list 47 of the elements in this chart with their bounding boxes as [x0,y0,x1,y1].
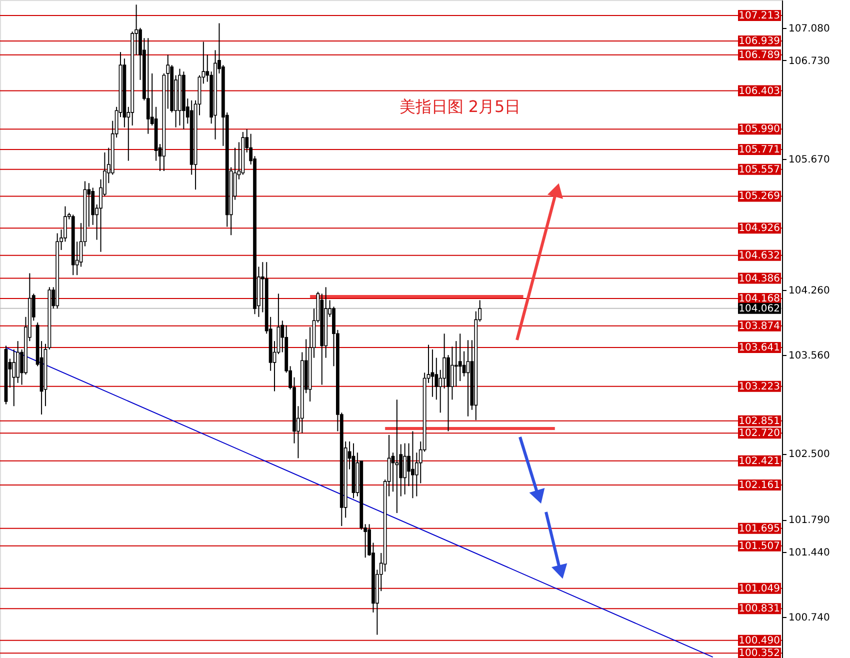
ref-line-label: 102.161 [738,480,780,492]
ref-line-label: 101.695 [738,523,780,534]
ref-line-label: 103.874 [738,320,780,332]
ref-line-label: 103.223 [738,381,780,392]
ref-line-label: 106.939 [738,36,780,47]
y-tick-label: 103.560 [788,350,830,362]
y-tick-label: 107.080 [788,23,830,34]
candlestick [403,442,407,495]
y-tick-label: 100.740 [788,612,830,624]
y-tick-label: 106.730 [788,56,830,67]
candlestick [454,340,458,388]
ref-line-label: 104.168 [738,294,780,305]
candlestick [91,187,95,226]
y-tick-label: 101.790 [788,515,830,526]
ref-line-label: 105.269 [738,191,780,202]
ref-line-label: 105.557 [738,164,780,176]
candlestick [146,38,150,134]
candlestick [12,348,16,407]
candlestick [395,399,399,514]
ref-line-label: 101.507 [738,540,780,552]
ref-line-label: 101.049 [738,583,780,594]
ref-line-label: 100.352 [738,648,780,658]
y-tick-label: 102.500 [788,449,830,460]
ref-line-label: 104.926 [738,223,780,234]
y-tick-label: 105.670 [788,154,830,166]
ref-line-label: 107.213 [738,10,780,22]
ref-line-label: 102.720 [738,428,780,440]
ref-line-label: 106.789 [738,50,780,61]
ref-line-label: 106.403 [738,86,780,97]
ref-line-label: 102.421 [738,456,780,467]
candlestick [430,348,434,398]
ref-line-label: 100.490 [738,635,780,646]
candlestick [462,350,466,377]
text: 美指日图 2月5日 [399,97,521,116]
ref-line-label: 105.990 [738,124,780,136]
y-tick-label: 101.440 [788,548,830,559]
ref-line-label: 105.771 [738,144,780,156]
ref-line-label: 104.062 [738,303,780,314]
candlestick [411,430,414,499]
candlestick [466,340,470,417]
y-tick-label: 104.260 [788,285,830,296]
ref-line-label: 103.641 [738,342,780,354]
ref-line-label: 100.831 [738,604,780,615]
ref-line-label: 102.851 [738,416,780,427]
ref-line-label: 104.632 [738,250,780,262]
ref-line-label: 104.386 [738,273,780,284]
candlestick [458,333,462,382]
